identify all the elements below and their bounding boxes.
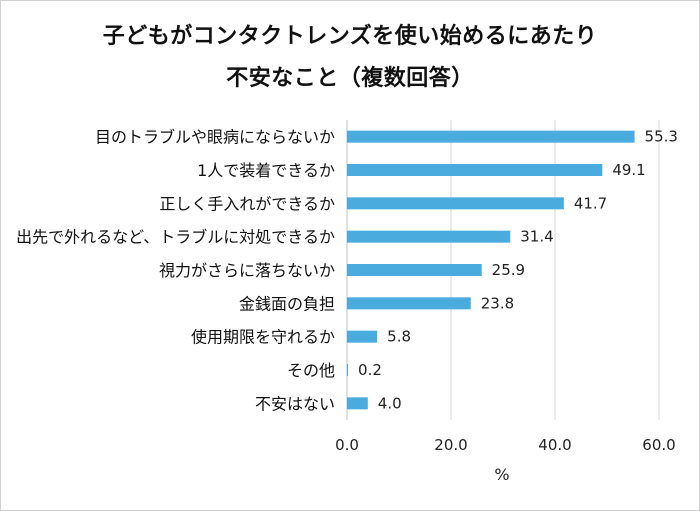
category-label: 目のトラブルや眼病にならないか [95,128,335,147]
data-label: 23.8 [481,294,514,312]
data-label: 0.2 [358,361,382,379]
bar [347,130,635,143]
bar [347,264,482,276]
bar [347,230,511,243]
data-label: 31.4 [520,228,553,246]
x-tick-label: 60.0 [642,436,675,454]
data-label: 41.7 [574,194,607,212]
category-label: 不安はない [255,394,335,413]
data-label: 49.1 [612,161,645,179]
bar [347,297,471,310]
chart-title-line-2: 不安なこと（複数回答） [226,66,474,91]
bar [347,197,564,210]
category-label: 視力がさらに落ちないか [159,261,335,280]
category-label: 使用期限を守れるか [191,328,335,347]
category-label: その他 [287,361,335,380]
x-axis-label: % [494,465,509,484]
x-tick-label: 40.0 [538,436,571,454]
bar [347,164,603,176]
x-tick-label: 0.0 [335,436,359,454]
category-label: 出先で外れるなど、トラブルに対処できるか [16,228,335,247]
bar [347,364,349,376]
data-label: 55.3 [645,128,678,146]
data-label: 25.9 [492,261,525,279]
category-label: 金銭面の負担 [239,294,335,313]
chart-title-line-1: 子どもがコンタクトレンズを使い始めるにあたり [102,24,598,49]
category-label: 1人で装着できるか [197,161,335,180]
data-label: 4.0 [378,394,402,412]
bar [347,397,368,410]
data-label: 5.8 [387,328,411,346]
bar [347,330,378,343]
category-label: 正しく手入れができるか [159,194,335,213]
x-tick-label: 20.0 [434,436,467,454]
